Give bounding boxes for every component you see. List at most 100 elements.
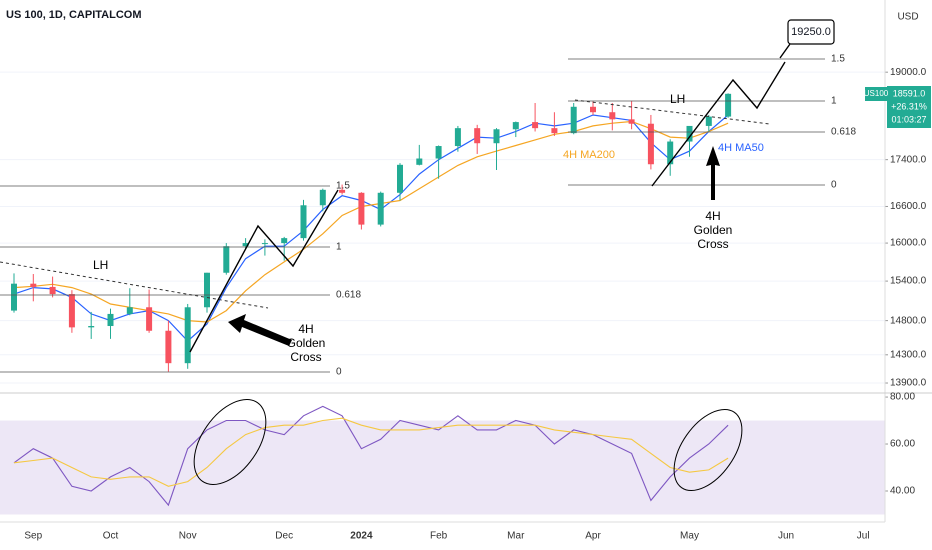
x-tick-label: 2024 — [350, 531, 373, 542]
ellipse — [193, 399, 267, 485]
series-label: 4H MA50 — [718, 142, 764, 154]
candle-body — [416, 158, 423, 165]
series-line — [13, 405, 729, 507]
candle-body — [165, 330, 172, 364]
y-tick-label: 15400.0 — [890, 276, 927, 287]
candle-body — [725, 93, 732, 117]
change: +26.31% — [891, 101, 927, 111]
y-tick-label: 14800.0 — [890, 315, 927, 326]
arrow — [706, 146, 720, 200]
candle-body — [126, 307, 133, 314]
series-label: 4H MA200 — [563, 149, 615, 161]
candle-body — [377, 192, 384, 225]
x-tick-label: Nov — [179, 531, 197, 542]
candle-body — [590, 106, 596, 113]
candle-body — [49, 286, 56, 295]
candle-body — [358, 192, 365, 225]
candle-body — [474, 128, 481, 144]
candle-body — [551, 128, 558, 134]
projection — [651, 61, 786, 187]
lh-label: LH — [93, 258, 108, 272]
candle-body — [532, 122, 539, 129]
candle-body — [686, 125, 693, 142]
candle-body — [30, 283, 37, 287]
trendlines — [0, 99, 771, 309]
projection — [189, 189, 339, 353]
x-tick-label: Sep — [24, 531, 42, 542]
candle-body — [300, 205, 307, 239]
chart-title: US 100, 1D, CAPITALCOM — [6, 9, 142, 21]
candle-body — [628, 119, 635, 124]
lh-label: LH — [670, 92, 685, 106]
x-tick-label: Mar — [507, 531, 525, 542]
ellipse — [673, 408, 743, 492]
fib-label: 0 — [336, 367, 342, 378]
countdown: 01:03:27 — [891, 114, 926, 124]
candle-body — [493, 129, 500, 144]
price-badge — [887, 86, 931, 128]
series-line — [13, 120, 729, 323]
fib-label: 0.618 — [831, 127, 856, 138]
y-tick-label: 16600.0 — [890, 201, 927, 212]
symbol-badge — [865, 87, 887, 101]
y-tick-label: 80.00 — [890, 392, 915, 403]
fib-label: 0.618 — [336, 290, 361, 301]
fib-label: 1.5 — [831, 54, 845, 65]
x-tick-label: Feb — [430, 531, 448, 542]
candle-body — [705, 116, 712, 126]
candle-body — [11, 283, 17, 311]
candle-body — [88, 326, 95, 328]
y-tick-label: 13900.0 — [890, 378, 927, 389]
x-tick-label: Apr — [585, 531, 601, 542]
fib-label: 1 — [336, 242, 342, 253]
series-line — [13, 417, 729, 487]
x-tick-label: Oct — [103, 531, 119, 542]
y-tick-label: 14300.0 — [890, 349, 927, 360]
y-tick-label: 60.00 — [890, 439, 915, 450]
candle-body — [204, 272, 210, 308]
candle-body — [570, 106, 577, 134]
arrow — [228, 314, 292, 346]
candle-body — [281, 238, 288, 244]
note: Golden — [287, 336, 326, 350]
candle-body — [223, 246, 230, 273]
x-tick-label: Jul — [857, 531, 870, 542]
candle-body — [454, 128, 461, 147]
fib-label: 1.5 — [336, 181, 350, 192]
note: 4H — [705, 209, 720, 223]
candle-body — [609, 112, 616, 120]
candle-body — [397, 164, 403, 193]
candle-body — [647, 123, 654, 165]
last-price: 18591.0 — [893, 88, 926, 98]
callout-box — [787, 19, 835, 45]
symbol: US100 — [864, 89, 889, 98]
candle-body — [339, 189, 346, 193]
note: Golden — [694, 223, 733, 237]
y-tick-label: 40.00 — [890, 486, 915, 497]
y-tick-label: 16000.0 — [890, 238, 927, 249]
candle-body — [435, 146, 442, 159]
candle-body — [242, 243, 249, 247]
candle-body — [146, 307, 153, 331]
callout-pointer — [779, 43, 791, 59]
candle-body — [261, 243, 268, 245]
x-tick-label: Dec — [275, 531, 293, 542]
rsi-band — [0, 420, 885, 515]
candle-body — [68, 294, 75, 328]
trendline — [574, 99, 771, 125]
projections — [189, 43, 791, 353]
target-label: 19250.0 — [791, 26, 831, 38]
candle-body — [512, 122, 519, 130]
candle-body — [107, 313, 114, 327]
y-tick-label: 17400.0 — [890, 154, 927, 165]
fib-label: 0 — [831, 180, 837, 191]
candle-body — [184, 307, 191, 364]
fib-label: 1 — [831, 96, 837, 107]
note: 4H — [298, 322, 313, 336]
x-tick-label: Jun — [778, 531, 794, 542]
plot-layer — [0, 71, 888, 515]
y-tick-label: 19000.0 — [890, 67, 927, 78]
candle-body — [319, 189, 326, 206]
note: Cross — [290, 350, 321, 364]
